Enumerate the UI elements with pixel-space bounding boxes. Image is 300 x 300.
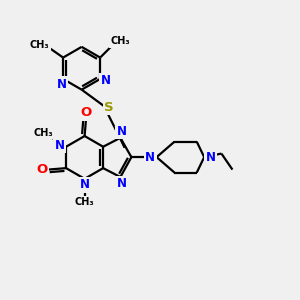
Text: O: O <box>80 106 92 119</box>
Text: CH₃: CH₃ <box>34 128 54 138</box>
Text: N: N <box>145 151 155 164</box>
Text: N: N <box>117 125 127 138</box>
Text: N: N <box>55 139 64 152</box>
Text: N: N <box>57 78 67 91</box>
Text: CH₃: CH₃ <box>29 40 49 50</box>
Text: CH₃: CH₃ <box>75 197 94 207</box>
Text: N: N <box>100 74 110 87</box>
Text: O: O <box>37 163 48 176</box>
Text: S: S <box>104 101 114 114</box>
Text: N: N <box>206 151 216 164</box>
Text: CH₃: CH₃ <box>110 36 130 46</box>
Text: N: N <box>80 178 90 191</box>
Text: N: N <box>117 177 127 190</box>
